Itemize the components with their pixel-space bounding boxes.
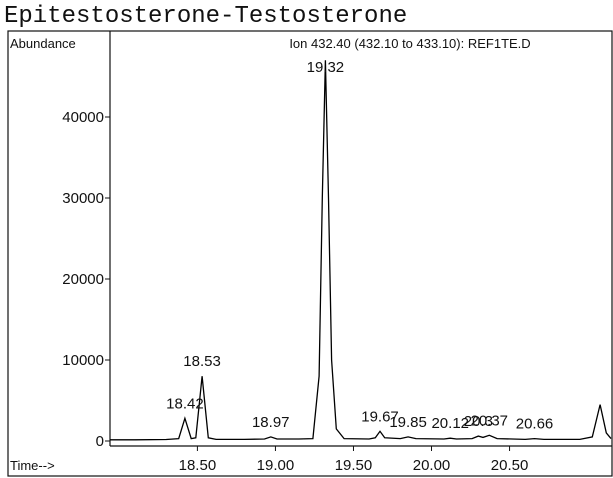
peak-label: 18.97 [252, 414, 290, 431]
peak-label: 19.67 [361, 408, 399, 425]
x-axis-label: Time--> [10, 458, 55, 473]
x-tick-label: 19.50 [335, 457, 373, 474]
peak-label: 20.12 [431, 415, 469, 432]
peak-label: 20.37 [470, 412, 508, 429]
peak-label: 18.53 [183, 353, 221, 370]
y-tick-label: 30000 [62, 190, 104, 207]
peak-label: 20.3 [464, 413, 493, 430]
x-tick-label: 19.00 [257, 457, 295, 474]
y-tick-label: 0 [96, 433, 104, 450]
y-axis-label: Abundance [10, 36, 76, 51]
y-tick-label: 40000 [62, 109, 104, 126]
x-tick-label: 18.50 [179, 457, 217, 474]
y-tick-label: 20000 [62, 271, 104, 288]
subtitle: Ion 432.40 (432.10 to 433.10): REF1TE.D [289, 36, 530, 51]
y-tick-label: 10000 [62, 352, 104, 369]
x-tick-label: 20.50 [491, 457, 529, 474]
peak-label: 19.85 [389, 414, 427, 431]
chart-title: Epitestosterone-Testosterone [4, 3, 407, 30]
peak-label: 19.32 [307, 59, 345, 76]
trace [110, 60, 612, 441]
frame [7, 30, 613, 477]
x-tick-label: 20.00 [413, 457, 451, 474]
peak-label: 18.42 [166, 395, 204, 412]
peak-label: 20.66 [516, 416, 554, 433]
